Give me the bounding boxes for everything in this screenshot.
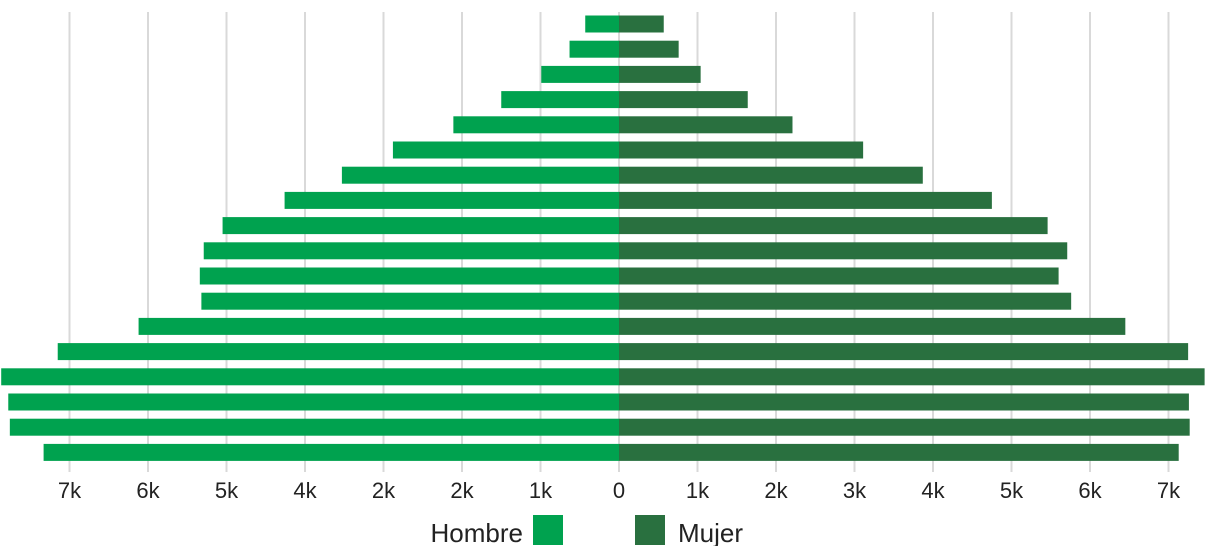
mujer-bar	[619, 317, 1126, 335]
mujer-bar	[619, 191, 992, 209]
hombre-bar	[341, 166, 619, 184]
x-tick-label: 4k	[293, 478, 317, 503]
mujer-bar	[619, 91, 748, 109]
x-tick-label: 3k	[843, 478, 867, 503]
mujer-bar	[619, 418, 1190, 436]
x-axis-ticks: 7k 6k 5k 4k 2k 2k 1k 0 1k 2k 3k 4k 5k 6k 7k	[58, 478, 1181, 503]
hombre-bar	[222, 217, 619, 235]
hombre-bar	[138, 317, 619, 335]
x-tick-label: 5k	[1000, 478, 1024, 503]
x-tick-label: 5k	[215, 478, 239, 503]
mujer-bar	[619, 217, 1048, 235]
hombre-bar	[569, 40, 619, 58]
legend-mujer-label: Mujer	[678, 518, 743, 546]
x-tick-label: 7k	[58, 478, 82, 503]
hombre-bar	[199, 267, 619, 285]
x-tick-label: 4k	[921, 478, 945, 503]
x-tick-label: 7k	[1157, 478, 1181, 503]
hombre-bars	[1, 15, 620, 461]
hombre-bar	[284, 191, 619, 209]
x-tick-label: 1k	[529, 478, 553, 503]
hombre-bar	[201, 292, 619, 310]
mujer-bar	[619, 40, 679, 58]
mujer-bar	[619, 393, 1189, 411]
hombre-bar	[392, 141, 619, 159]
hombre-bar	[1, 368, 619, 386]
mujer-bar	[619, 242, 1068, 260]
mujer-bar	[619, 65, 701, 83]
mujer-bar	[619, 267, 1059, 285]
x-tick-label: 2k	[450, 478, 474, 503]
x-tick-label: 0	[613, 478, 625, 503]
x-tick-label: 2k	[372, 478, 396, 503]
mujer-bar	[619, 166, 923, 184]
mujer-bar	[619, 292, 1072, 310]
hombre-bar	[453, 116, 619, 134]
mujer-bars	[619, 15, 1205, 461]
x-tick-label: 2k	[764, 478, 788, 503]
x-tick-label: 6k	[1078, 478, 1102, 503]
hombre-bar	[541, 65, 619, 83]
hombre-bar	[501, 91, 619, 109]
hombre-bar	[585, 15, 619, 33]
mujer-bar	[619, 15, 664, 33]
legend: Hombre Mujer	[431, 515, 743, 546]
x-tick-label: 1k	[686, 478, 710, 503]
legend-mujer-swatch	[635, 515, 665, 545]
hombre-bar	[57, 343, 620, 361]
legend-hombre-swatch	[533, 515, 563, 545]
hombre-bar	[43, 443, 620, 461]
legend-hombre-label: Hombre	[431, 518, 523, 546]
mujer-bar	[619, 116, 793, 134]
hombre-bar	[9, 418, 619, 436]
mujer-bar	[619, 343, 1189, 361]
hombre-bar	[203, 242, 620, 260]
hombre-bar	[8, 393, 619, 411]
mujer-bar	[619, 368, 1205, 386]
mujer-bar	[619, 141, 864, 159]
mujer-bar	[619, 443, 1179, 461]
x-tick-label: 6k	[136, 478, 160, 503]
